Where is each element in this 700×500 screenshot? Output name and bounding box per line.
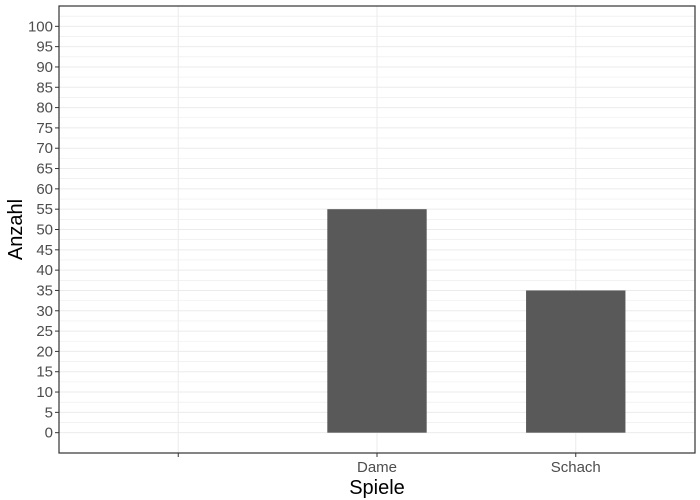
y-tick-label: 90 — [36, 59, 53, 76]
y-tick-label: 15 — [36, 364, 53, 381]
y-tick-label: 30 — [36, 303, 53, 320]
y-tick-label: 70 — [36, 140, 53, 157]
y-tick-label: 0 — [45, 425, 53, 442]
bar-schach — [526, 290, 626, 433]
y-tick-label: 45 — [36, 242, 53, 259]
x-axis-title: Spiele — [349, 477, 405, 499]
y-tick-label: 20 — [36, 343, 53, 360]
y-axis-title: Anzahl — [5, 199, 27, 260]
bar-dame — [327, 209, 427, 433]
y-axis-ticks: 0 5 10 15 20 25 30 35 40 45 50 55 60 65 70 75 80 85 90 95 10… — [28, 18, 59, 442]
y-tick-label: 95 — [36, 39, 53, 56]
y-tick-label: 40 — [36, 262, 53, 279]
y-tick-label: 50 — [36, 222, 53, 239]
y-tick-label: 55 — [36, 201, 53, 218]
y-tick-label: 5 — [45, 404, 53, 421]
y-tick-label: 25 — [36, 323, 53, 340]
x-tick-label: Schach — [551, 459, 601, 476]
x-tick-label: Dame — [357, 459, 397, 476]
y-tick-label: 35 — [36, 282, 53, 299]
y-tick-label: 80 — [36, 100, 53, 117]
y-tick-label: 10 — [36, 384, 53, 401]
bars — [327, 209, 626, 433]
y-tick-label: 100 — [28, 18, 53, 35]
y-tick-label: 75 — [36, 120, 53, 137]
x-axis-ticks: Dame Schach — [177, 453, 601, 476]
y-tick-label: 60 — [36, 181, 53, 198]
y-tick-label: 85 — [36, 79, 53, 96]
y-tick-label: 65 — [36, 161, 53, 178]
